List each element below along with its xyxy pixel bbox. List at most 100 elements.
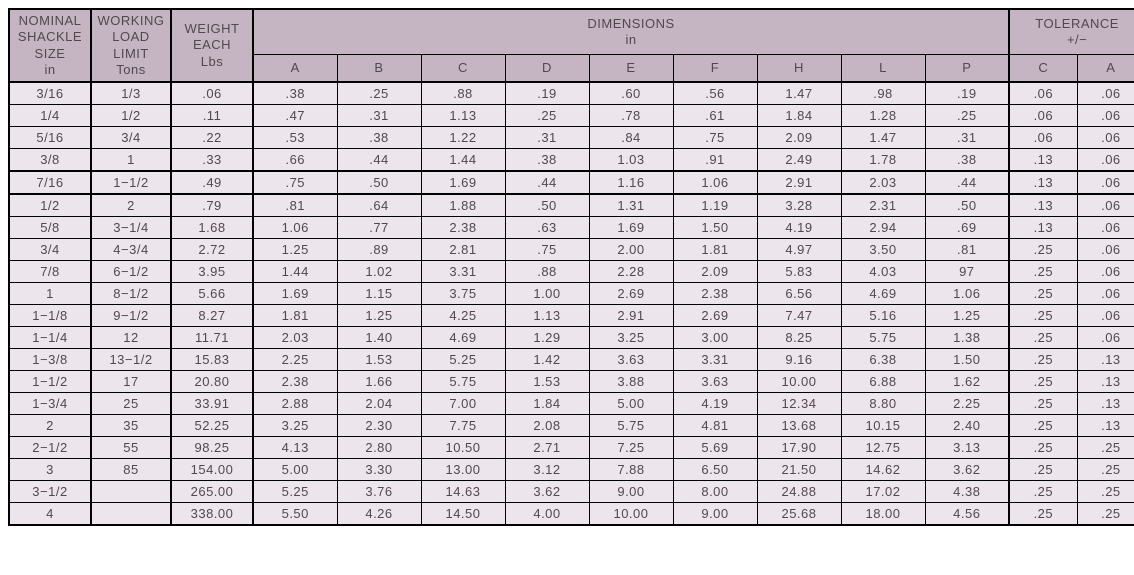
- cell-B: 1.53: [337, 349, 421, 371]
- cell-H: 4.97: [757, 239, 841, 261]
- table-row: 1−1/89−1/28.271.811.254.251.132.912.697.…: [9, 305, 1134, 327]
- cell-E: .84: [589, 127, 673, 149]
- cell-C: 13.00: [421, 459, 505, 481]
- cell-tC: .13: [1009, 194, 1077, 217]
- cell-L: 1.28: [841, 105, 925, 127]
- cell-D: 3.62: [505, 481, 589, 503]
- cell-tC: .25: [1009, 481, 1077, 503]
- cell-tC: .06: [1009, 127, 1077, 149]
- cell-E: 5.75: [589, 415, 673, 437]
- cell-wll: 25: [91, 393, 171, 415]
- cell-E: 7.88: [589, 459, 673, 481]
- cell-H: 7.47: [757, 305, 841, 327]
- cell-tC: .25: [1009, 283, 1077, 305]
- cell-B: .50: [337, 171, 421, 194]
- cell-A: .47: [253, 105, 337, 127]
- cell-C: 1.22: [421, 127, 505, 149]
- cell-wll: 4−3/4: [91, 239, 171, 261]
- cell-H: 25.68: [757, 503, 841, 526]
- cell-size: 3/8: [9, 149, 91, 172]
- cell-A: .81: [253, 194, 337, 217]
- cell-P: 4.56: [925, 503, 1009, 526]
- cell-L: 6.38: [841, 349, 925, 371]
- cell-F: 3.31: [673, 349, 757, 371]
- cell-size: 3/4: [9, 239, 91, 261]
- cell-wll: 85: [91, 459, 171, 481]
- cell-D: 2.71: [505, 437, 589, 459]
- cell-tA: .06: [1077, 327, 1134, 349]
- cell-L: 6.88: [841, 371, 925, 393]
- cell-wt: .79: [171, 194, 253, 217]
- cell-A: 1.44: [253, 261, 337, 283]
- cell-P: .69: [925, 217, 1009, 239]
- cell-E: 7.25: [589, 437, 673, 459]
- cell-wll: [91, 503, 171, 526]
- cell-P: .50: [925, 194, 1009, 217]
- cell-F: 1.81: [673, 239, 757, 261]
- cell-E: 2.00: [589, 239, 673, 261]
- cell-tC: .25: [1009, 393, 1077, 415]
- cell-F: 8.00: [673, 481, 757, 503]
- cell-P: 4.38: [925, 481, 1009, 503]
- cell-E: 3.25: [589, 327, 673, 349]
- cell-P: 1.25: [925, 305, 1009, 327]
- cell-A: 3.25: [253, 415, 337, 437]
- cell-D: 1.53: [505, 371, 589, 393]
- cell-F: 2.69: [673, 305, 757, 327]
- col-dim-E: E: [589, 55, 673, 82]
- cell-E: 10.00: [589, 503, 673, 526]
- cell-H: 21.50: [757, 459, 841, 481]
- cell-L: 2.31: [841, 194, 925, 217]
- col-dim-L: L: [841, 55, 925, 82]
- cell-L: 14.62: [841, 459, 925, 481]
- cell-C: 7.00: [421, 393, 505, 415]
- cell-D: .88: [505, 261, 589, 283]
- cell-F: 2.09: [673, 261, 757, 283]
- cell-wll: 9−1/2: [91, 305, 171, 327]
- cell-F: 4.19: [673, 393, 757, 415]
- table-row: 5/163/4.22.53.381.22.31.84.752.091.47.31…: [9, 127, 1134, 149]
- cell-tA: .06: [1077, 217, 1134, 239]
- cell-L: 17.02: [841, 481, 925, 503]
- cell-size: 1−1/2: [9, 371, 91, 393]
- cell-P: .25: [925, 105, 1009, 127]
- cell-C: 2.81: [421, 239, 505, 261]
- cell-F: 4.81: [673, 415, 757, 437]
- cell-P: 1.62: [925, 371, 1009, 393]
- cell-wt: .33: [171, 149, 253, 172]
- col-dim-F: F: [673, 55, 757, 82]
- cell-H: 24.88: [757, 481, 841, 503]
- cell-F: 1.50: [673, 217, 757, 239]
- table-row: 1−3/813−1/215.832.251.535.251.423.633.31…: [9, 349, 1134, 371]
- cell-E: 3.63: [589, 349, 673, 371]
- table-row: 2−1/25598.254.132.8010.502.717.255.6917.…: [9, 437, 1134, 459]
- cell-tC: .13: [1009, 149, 1077, 172]
- cell-wll: 1/2: [91, 105, 171, 127]
- cell-E: .60: [589, 82, 673, 105]
- cell-size: 5/16: [9, 127, 91, 149]
- cell-tA: .13: [1077, 349, 1134, 371]
- cell-B: 3.76: [337, 481, 421, 503]
- cell-P: 1.50: [925, 349, 1009, 371]
- cell-C: 1.69: [421, 171, 505, 194]
- cell-P: .38: [925, 149, 1009, 172]
- cell-A: 1.69: [253, 283, 337, 305]
- cell-tC: .25: [1009, 415, 1077, 437]
- cell-A: 5.25: [253, 481, 337, 503]
- cell-wll: 17: [91, 371, 171, 393]
- cell-H: 2.09: [757, 127, 841, 149]
- cell-D: 4.00: [505, 503, 589, 526]
- cell-F: 2.38: [673, 283, 757, 305]
- cell-tA: .06: [1077, 239, 1134, 261]
- cell-C: 1.44: [421, 149, 505, 172]
- cell-F: 3.00: [673, 327, 757, 349]
- cell-F: 5.69: [673, 437, 757, 459]
- cell-wll: 3/4: [91, 127, 171, 149]
- cell-H: 5.83: [757, 261, 841, 283]
- cell-L: 1.78: [841, 149, 925, 172]
- cell-L: 5.75: [841, 327, 925, 349]
- cell-L: 3.50: [841, 239, 925, 261]
- cell-H: 9.16: [757, 349, 841, 371]
- cell-C: .88: [421, 82, 505, 105]
- cell-L: 10.15: [841, 415, 925, 437]
